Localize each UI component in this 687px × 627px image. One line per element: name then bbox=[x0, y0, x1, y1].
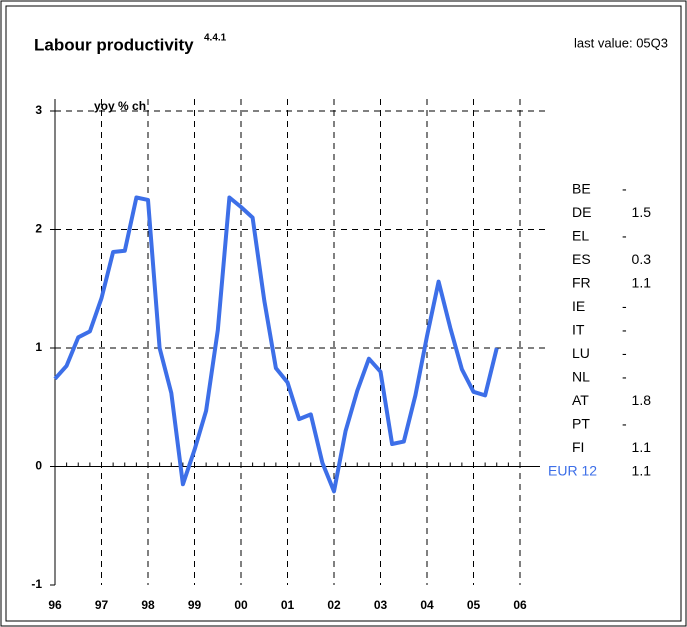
y-tick-label: 0 bbox=[35, 459, 42, 473]
table-value: 1.1 bbox=[632, 463, 652, 479]
table-country: AT bbox=[572, 392, 589, 408]
table-value: - bbox=[622, 228, 627, 244]
x-tick-label: 05 bbox=[467, 598, 481, 612]
title-superscript: 4.4.1 bbox=[204, 33, 227, 44]
table-country: DE bbox=[572, 204, 591, 220]
table-value: 1.1 bbox=[632, 439, 652, 455]
table-country: NL bbox=[572, 369, 590, 385]
x-tick-label: 99 bbox=[188, 598, 202, 612]
y-tick-label: -1 bbox=[31, 577, 42, 591]
table-country: ES bbox=[572, 251, 591, 267]
inner-frame bbox=[5, 5, 682, 622]
table-value: 1.8 bbox=[632, 392, 652, 408]
table-value: - bbox=[622, 369, 627, 385]
table-value: 1.1 bbox=[632, 275, 652, 291]
x-tick-label: 97 bbox=[95, 598, 109, 612]
table-country: FR bbox=[572, 275, 591, 291]
y-tick-label: 1 bbox=[35, 340, 42, 354]
subtitle: last value: 05Q3 bbox=[574, 35, 668, 50]
table-country: IE bbox=[572, 298, 585, 314]
x-tick-label: 03 bbox=[374, 598, 388, 612]
table-country: FI bbox=[572, 439, 584, 455]
table-value: - bbox=[622, 345, 627, 361]
x-tick-label: 06 bbox=[513, 598, 527, 612]
table-country: BE bbox=[572, 181, 591, 197]
table-country: PT bbox=[572, 416, 590, 432]
table-value: 1.5 bbox=[632, 204, 652, 220]
x-tick-label: 00 bbox=[234, 598, 248, 612]
x-tick-label: 96 bbox=[48, 598, 62, 612]
y-tick-label: 3 bbox=[35, 103, 42, 117]
y-axis-label: yoy % ch bbox=[94, 99, 146, 113]
table-value: - bbox=[622, 181, 627, 197]
table-country: IT bbox=[572, 322, 585, 338]
table-value: - bbox=[622, 416, 627, 432]
table-country: EUR 12 bbox=[548, 463, 597, 479]
y-tick-label: 2 bbox=[35, 222, 42, 236]
table-value: 0.3 bbox=[632, 251, 652, 267]
table-country: LU bbox=[572, 345, 590, 361]
x-tick-label: 01 bbox=[281, 598, 295, 612]
x-tick-label: 02 bbox=[327, 598, 341, 612]
x-tick-label: 98 bbox=[141, 598, 155, 612]
table-value: - bbox=[622, 322, 627, 338]
x-tick-label: 04 bbox=[420, 598, 434, 612]
series-line bbox=[53, 195, 499, 494]
table-country: EL bbox=[572, 228, 589, 244]
chart-title: Labour productivity bbox=[34, 35, 194, 54]
table-value: - bbox=[622, 298, 627, 314]
